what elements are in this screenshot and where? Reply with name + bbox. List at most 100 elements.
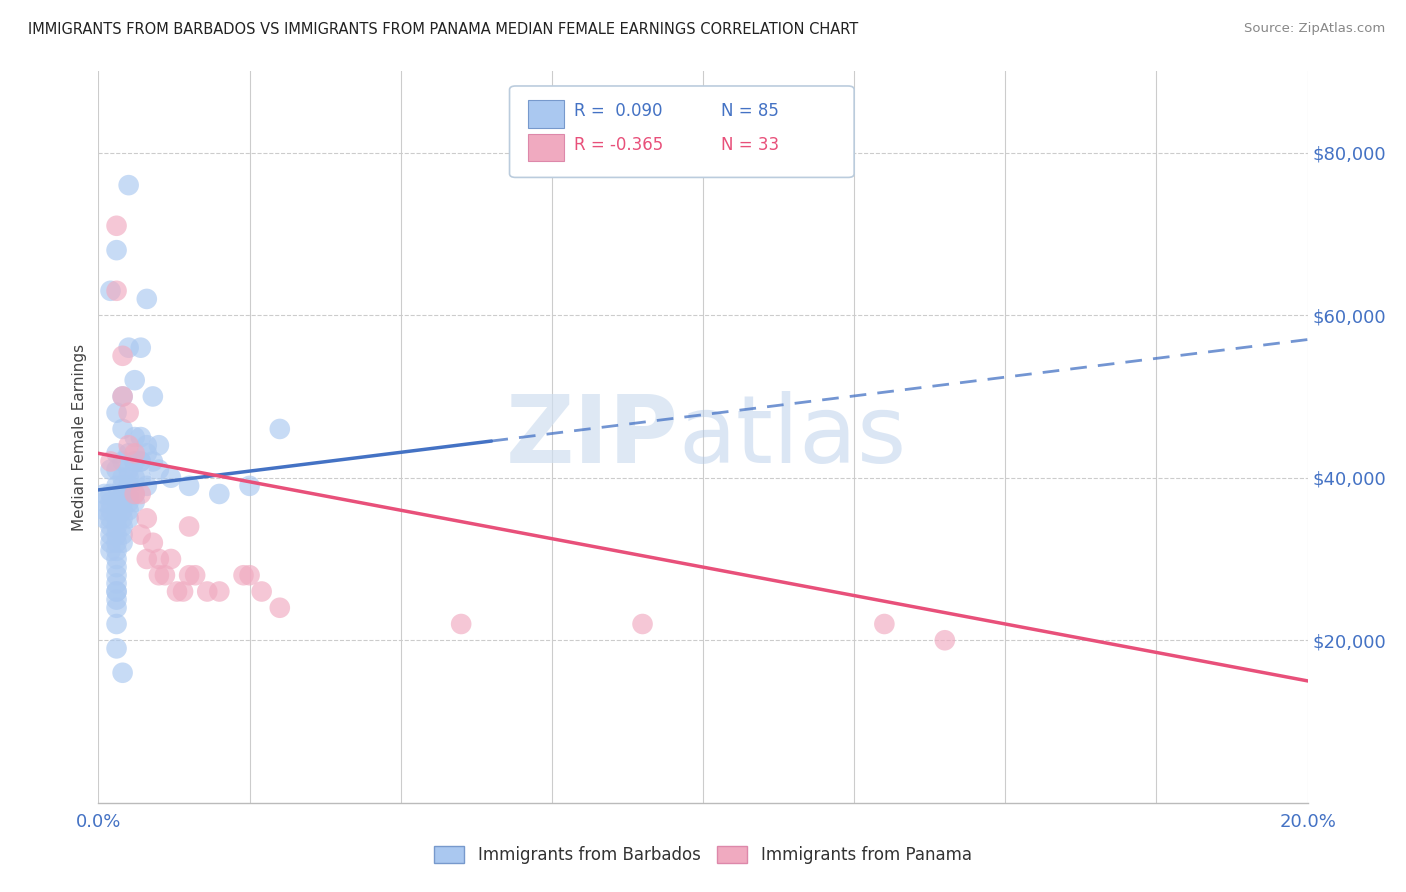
Point [160,471,183,485]
Legend: Immigrants from Barbados, Immigrants from Panama: Immigrants from Barbados, Immigrants fro… [434,846,972,864]
Point [105,495,128,509]
Point [118,178,141,193]
Point [105,535,128,549]
Point [124,446,146,460]
Point [105,592,128,607]
Point [111,511,134,525]
Point [450,617,472,632]
Point [208,487,231,501]
Point [129,487,152,501]
Point [105,243,128,257]
Point [105,479,128,493]
Point [118,479,141,493]
Point [105,617,128,632]
Bar [527,100,564,128]
Point [160,552,183,566]
Point [135,479,157,493]
Point [105,503,128,517]
Point [148,568,170,582]
Point [135,511,157,525]
Point [111,422,134,436]
Point [111,535,134,549]
Bar [527,134,564,161]
Point [105,511,128,525]
Point [111,503,134,517]
Point [111,349,134,363]
Point [124,454,146,468]
Point [179,519,201,533]
Text: N = 85: N = 85 [721,102,779,120]
Point [100,535,122,549]
Point [111,389,134,403]
Point [118,503,141,517]
Point [142,454,165,468]
Point [934,633,956,648]
Point [100,519,122,533]
Point [124,454,146,468]
Point [124,495,146,509]
Point [269,600,291,615]
Point [105,544,128,558]
Point [250,584,273,599]
Point [148,438,170,452]
Point [100,462,122,476]
Point [124,373,146,387]
Point [179,568,201,582]
Point [111,454,134,468]
Point [129,471,152,485]
Point [135,446,157,460]
Point [142,535,165,549]
Point [631,617,654,632]
Point [93,495,115,509]
Point [195,584,218,599]
Point [111,487,134,501]
Point [105,552,128,566]
Point [105,568,128,582]
Point [124,430,146,444]
Point [118,471,141,485]
Point [129,430,152,444]
Point [100,284,122,298]
Text: N = 33: N = 33 [721,136,779,153]
Point [208,584,231,599]
Point [124,471,146,485]
Point [118,438,141,452]
Point [105,284,128,298]
Point [148,552,170,566]
Point [105,406,128,420]
Text: atlas: atlas [679,391,907,483]
Text: ZIP: ZIP [506,391,679,483]
Text: IMMIGRANTS FROM BARBADOS VS IMMIGRANTS FROM PANAMA MEDIAN FEMALE EARNINGS CORREL: IMMIGRANTS FROM BARBADOS VS IMMIGRANTS F… [28,22,859,37]
Text: R = -0.365: R = -0.365 [574,136,662,153]
Point [100,503,122,517]
Point [100,544,122,558]
Point [93,511,115,525]
Point [105,527,128,541]
Point [93,487,115,501]
Point [135,552,157,566]
Point [100,511,122,525]
Point [179,479,201,493]
Point [100,527,122,541]
Point [118,462,141,476]
Text: Source: ZipAtlas.com: Source: ZipAtlas.com [1244,22,1385,36]
Point [153,568,176,582]
Point [129,454,152,468]
Point [105,576,128,591]
Point [100,495,122,509]
Y-axis label: Median Female Earnings: Median Female Earnings [72,343,87,531]
Point [105,600,128,615]
Point [93,503,115,517]
Point [105,584,128,599]
Point [184,568,207,582]
Point [100,487,122,501]
Point [124,487,146,501]
Point [105,641,128,656]
Point [129,341,152,355]
Point [105,511,128,525]
Point [105,560,128,574]
Point [111,527,134,541]
Point [111,389,134,403]
Point [111,495,134,509]
Point [111,519,134,533]
